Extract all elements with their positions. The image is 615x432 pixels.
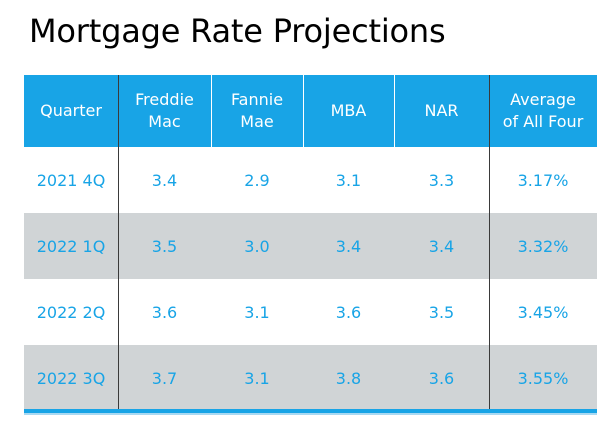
rate-cell: 3.0 <box>244 236 270 256</box>
column-divider <box>118 75 119 413</box>
rate-cell: 3.6 <box>428 368 455 388</box>
rate-projection-table: Quarter Freddie Mac Fannie Mae MBA NAR Averag… <box>24 75 597 415</box>
column-header: Average of All Four <box>502 90 584 131</box>
rate-cell: 3.4 <box>335 236 362 256</box>
quarter-cell: 2022 1Q <box>36 236 106 256</box>
rate-cell: 3.6 <box>335 302 362 322</box>
quarter-cell: 2022 2Q <box>36 302 106 322</box>
column-header: MBA <box>330 101 367 120</box>
table-bottom-rule <box>24 409 597 415</box>
rate-cell: 2.9 <box>244 170 270 190</box>
column-header: Fannie Mae <box>230 90 284 131</box>
rate-cell: 3.8 <box>335 368 362 388</box>
quarter-cell: 2022 3Q <box>36 368 106 388</box>
header-divider <box>211 75 212 147</box>
rate-cell: 3.17% <box>517 170 569 190</box>
rate-cell: 3.3 <box>428 170 455 190</box>
rate-cell: 3.4 <box>151 170 178 190</box>
rate-cell: 3.1 <box>335 170 362 190</box>
header-divider <box>394 75 395 147</box>
rate-cell: 3.1 <box>244 368 270 388</box>
rate-cell: 3.55% <box>517 368 569 388</box>
table-row: 2022 2Q 3.6 3.1 3.6 3.5 3.45% <box>24 279 597 345</box>
rate-cell: 3.45% <box>517 302 569 322</box>
rate-cell: 3.6 <box>151 302 178 322</box>
column-header: Quarter <box>40 101 102 120</box>
table-header-row: Quarter Freddie Mac Fannie Mae MBA NAR Averag… <box>24 75 597 147</box>
rate-cell: 3.5 <box>428 302 455 322</box>
table-row: 2021 4Q 3.4 2.9 3.1 3.3 3.17% <box>24 147 597 213</box>
column-header: NAR <box>424 101 459 120</box>
quarter-cell: 2021 4Q <box>36 170 106 190</box>
rate-cell: 3.5 <box>151 236 178 256</box>
rate-cell: 3.1 <box>244 302 270 322</box>
column-divider <box>489 75 490 413</box>
rate-cell: 3.7 <box>151 368 178 388</box>
page-title: Mortgage Rate Projections <box>29 12 446 50</box>
column-header: Freddie Mac <box>135 90 194 131</box>
table-row: 2022 1Q 3.5 3.0 3.4 3.4 3.32% <box>24 213 597 279</box>
rate-cell: 3.4 <box>428 236 455 256</box>
header-divider <box>303 75 304 147</box>
rate-cell: 3.32% <box>517 236 569 256</box>
table-row: 2022 3Q 3.7 3.1 3.8 3.6 3.55% <box>24 345 597 411</box>
